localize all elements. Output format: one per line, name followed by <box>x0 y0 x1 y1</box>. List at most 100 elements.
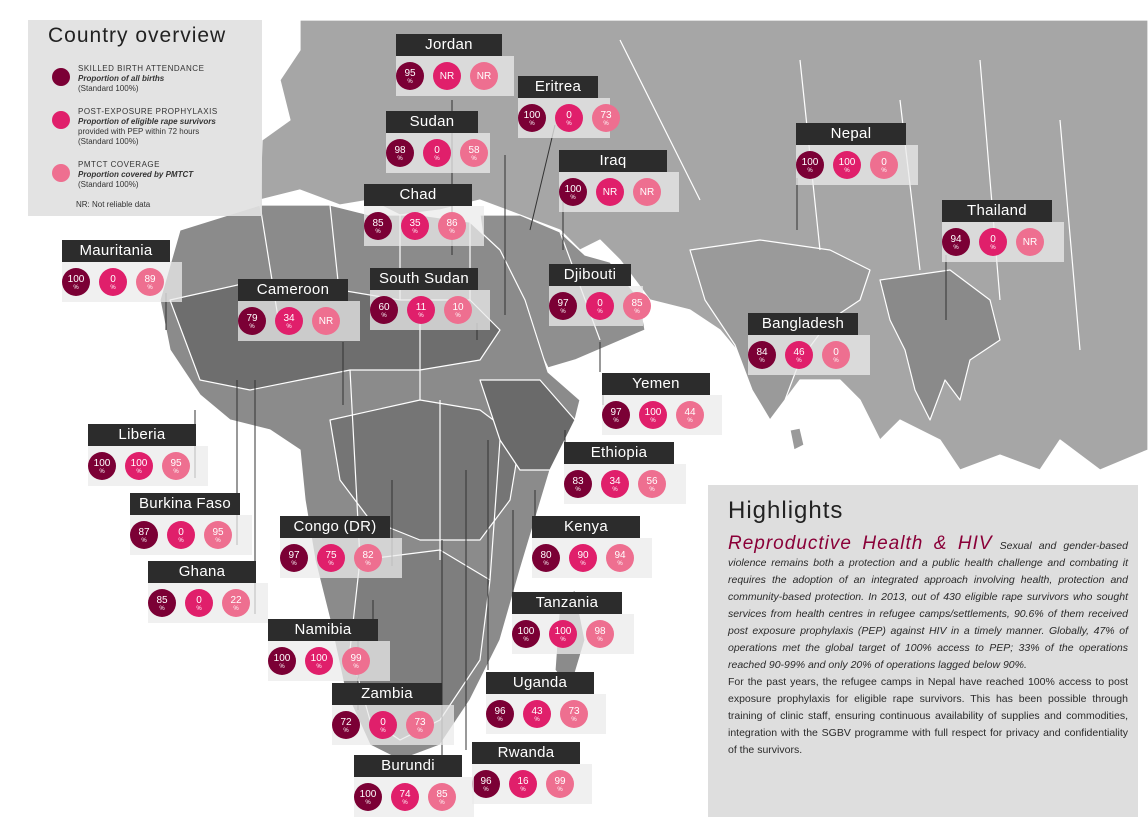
legend-text-pmtct: PMTCT COVERAGE Proportion covered by PMT… <box>78 160 194 189</box>
value-text: 80 <box>540 550 552 561</box>
legend-title: Country overview <box>48 24 227 47</box>
value-circle-sba: 100% <box>354 783 382 811</box>
percent-sign: % <box>807 168 813 174</box>
value-circle-pep: 100% <box>305 647 333 675</box>
percent-sign: % <box>353 664 359 670</box>
country-name: South Sudan <box>370 268 478 290</box>
value-text: 96 <box>480 776 492 787</box>
percent-sign: % <box>147 285 153 291</box>
value-circle-pmtct: 73% <box>560 700 588 728</box>
value-circle-pep: 34% <box>275 307 303 335</box>
value-circle-pep: 0% <box>979 228 1007 256</box>
value-circle-sba: 100% <box>268 647 296 675</box>
value-text: 60 <box>378 302 390 313</box>
legend-panel: Country overview SKILLED BIRTH ATTENDANC… <box>28 20 262 216</box>
country-name: Bangladesh <box>748 313 858 335</box>
value-circle-pmtct: NR <box>312 307 340 335</box>
country-name: Chad <box>364 184 472 206</box>
value-circle-pep: 74% <box>391 783 419 811</box>
value-circle-pmtct: NR <box>633 178 661 206</box>
percent-sign: % <box>136 469 142 475</box>
country-name: Djibouti <box>549 264 631 286</box>
percent-sign: % <box>483 787 489 793</box>
value-circle-sba: 100% <box>88 452 116 480</box>
value-circle-pep: 16% <box>509 770 537 798</box>
percent-sign: % <box>603 121 609 127</box>
value-text: 73 <box>414 717 426 728</box>
value-circle-sba: 95% <box>396 62 424 90</box>
percent-sign: % <box>560 309 566 315</box>
percent-sign: % <box>617 561 623 567</box>
value-text: 75 <box>325 550 337 561</box>
country-name: Kenya <box>532 516 640 538</box>
percent-sign: % <box>279 664 285 670</box>
value-text: 0 <box>990 234 996 245</box>
value-text: 100 <box>517 626 535 637</box>
percent-sign: % <box>953 245 959 251</box>
percent-sign: % <box>612 487 618 493</box>
value-text: 85 <box>372 218 384 229</box>
value-text: 0 <box>434 145 440 156</box>
percent-sign: % <box>449 229 455 235</box>
country-name: Cameroon <box>238 279 348 301</box>
country-name: Ghana <box>148 561 256 583</box>
value-circle-pep: 100% <box>833 151 861 179</box>
value-text: 83 <box>572 476 584 487</box>
value-circle-sba: 94% <box>942 228 970 256</box>
percent-sign: % <box>543 561 549 567</box>
value-circle-sba: 87% <box>130 521 158 549</box>
value-circle-sba: 80% <box>532 544 560 572</box>
country-name: Burkina Faso <box>130 493 240 515</box>
highlights-body: Reproductive Health & HIV Sexual and gen… <box>728 533 1128 759</box>
value-text: 58 <box>468 145 480 156</box>
country-name: Rwanda <box>472 742 580 764</box>
value-circle-sba: 97% <box>280 544 308 572</box>
percent-sign: % <box>529 121 535 127</box>
value-text: 11 <box>415 302 427 313</box>
legend-dot-sba <box>52 68 70 86</box>
value-circle-sba: 97% <box>602 401 630 429</box>
percent-sign: % <box>560 637 566 643</box>
value-text: 100 <box>273 653 291 664</box>
percent-sign: % <box>381 313 387 319</box>
country-name: Tanzania <box>512 592 622 614</box>
percent-sign: % <box>380 728 386 734</box>
value-text: 100 <box>554 626 572 637</box>
percent-sign: % <box>173 469 179 475</box>
value-text: 98 <box>394 145 406 156</box>
country-name: Liberia <box>88 424 196 446</box>
value-circle-pmtct: 98% <box>586 620 614 648</box>
value-text: 100 <box>310 653 328 664</box>
percent-sign: % <box>497 717 503 723</box>
legend-item-pmtct: PMTCT COVERAGE Proportion covered by PMT… <box>52 160 262 200</box>
percent-sign: % <box>455 313 461 319</box>
percent-sign: % <box>291 561 297 567</box>
value-circle-sba: 96% <box>472 770 500 798</box>
value-circle-pmtct: 85% <box>428 783 456 811</box>
country-name: Iraq <box>559 150 667 172</box>
value-text: NR <box>602 187 618 198</box>
value-text: 100 <box>67 274 85 285</box>
value-circle-sba: 85% <box>148 589 176 617</box>
percent-sign: % <box>375 229 381 235</box>
country-name: Burundi <box>354 755 462 777</box>
percent-sign: % <box>649 487 655 493</box>
percent-sign: % <box>196 606 202 612</box>
value-text: 94 <box>950 234 962 245</box>
percent-sign: % <box>417 728 423 734</box>
value-circle-sba: 79% <box>238 307 266 335</box>
percent-sign: % <box>570 195 576 201</box>
percent-sign: % <box>844 168 850 174</box>
value-circle-pep: NR <box>433 62 461 90</box>
value-circle-pmtct: 0% <box>870 151 898 179</box>
percent-sign: % <box>534 717 540 723</box>
country-name: Zambia <box>332 683 442 705</box>
value-text: 94 <box>614 550 626 561</box>
percent-sign: % <box>650 418 656 424</box>
value-text: 79 <box>246 313 258 324</box>
highlights-subtitle: Reproductive Health & HIV <box>728 533 993 554</box>
percent-sign: % <box>759 358 765 364</box>
highlights-panel: Highlights Reproductive Health & HIV Sex… <box>708 485 1138 817</box>
country-name: Nepal <box>796 123 906 145</box>
percent-sign: % <box>520 787 526 793</box>
